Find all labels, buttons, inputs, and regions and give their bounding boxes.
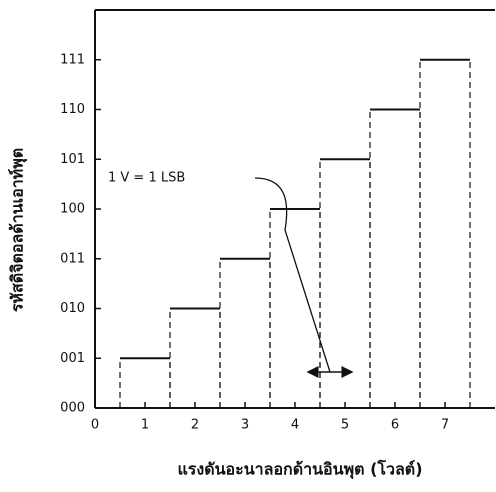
y-tick-label: 110 [60, 102, 85, 117]
y-axis-title: รหัสดิจิตอลด้านเอาท์พุต [8, 148, 28, 312]
y-tick-label: 000 [60, 401, 85, 416]
x-tick-label: 2 [191, 418, 199, 433]
x-tick-label: 7 [441, 418, 449, 433]
y-tick-label: 010 [60, 301, 85, 316]
x-tick-label: 3 [241, 418, 249, 433]
y-tick-label: 101 [60, 152, 85, 167]
x-tick-label: 5 [341, 418, 349, 433]
annotation-leader [254, 177, 331, 373]
annotation: 1 V = 1 LSB [108, 171, 185, 186]
x-axis-title: แรงดันอะนาลอกด้านอินพุต (โวลต์) [177, 459, 422, 480]
x-tick-label: 4 [291, 418, 299, 433]
x-tick-label: 1 [141, 418, 149, 433]
y-tick-label: 011 [60, 251, 85, 266]
y-tick-label: 111 [60, 52, 85, 67]
x-tick-label: 0 [91, 418, 99, 433]
y-tick-label: 100 [60, 202, 85, 217]
y-tick-label: 001 [60, 351, 85, 366]
x-tick-label: 6 [391, 418, 399, 433]
